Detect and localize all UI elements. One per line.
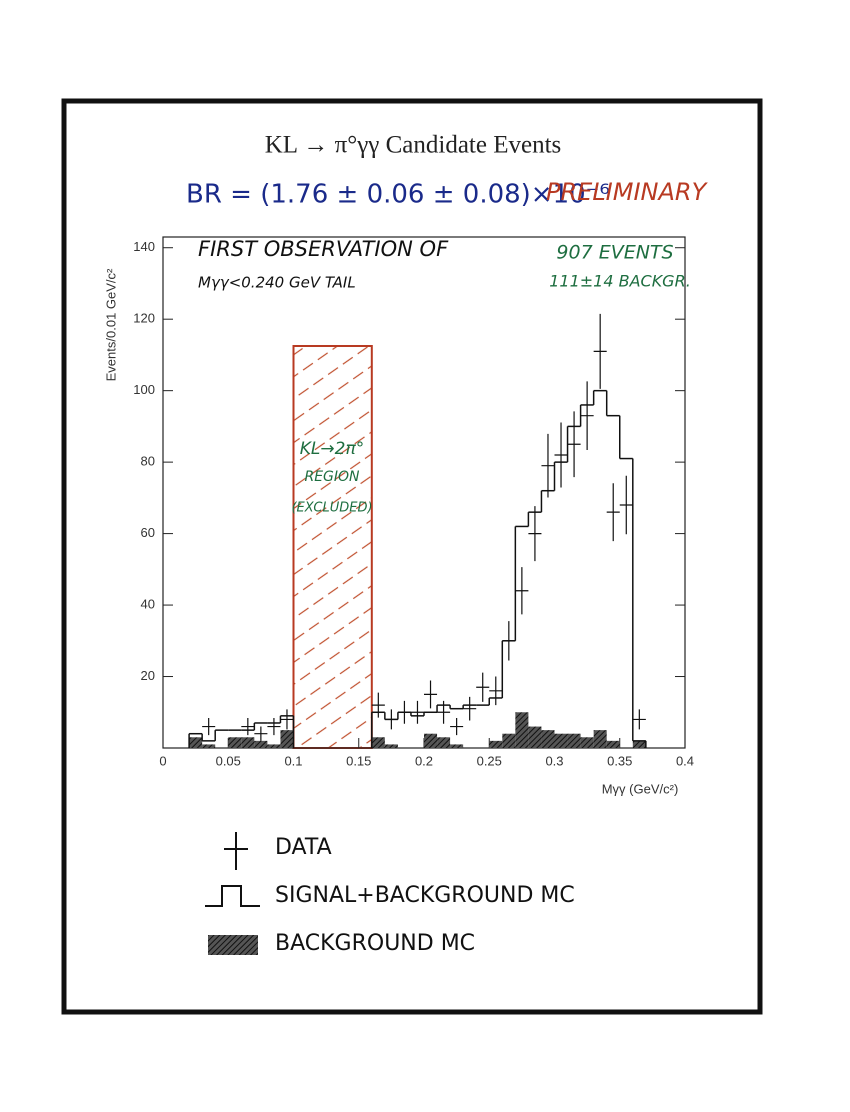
background-bar — [489, 740, 503, 748]
annotation: KL→2π° — [300, 439, 364, 459]
background-bar — [424, 733, 438, 748]
x-tick-label: 0.05 — [216, 753, 241, 768]
background-bar — [280, 730, 294, 748]
data-point — [424, 680, 438, 709]
background-bar — [189, 737, 203, 748]
annotation: 111±14 BACKGR. — [549, 272, 691, 291]
x-axis-label: Mγγ (GeV/c²) — [602, 781, 679, 796]
data-point — [541, 433, 555, 498]
chart-title: KL → π°γγ Candidate Events — [265, 132, 562, 159]
legend-symbol — [205, 885, 260, 907]
x-tick-label: 0.3 — [545, 753, 563, 768]
data-point — [254, 726, 268, 741]
background-bar — [528, 726, 542, 748]
excluded-region — [292, 345, 373, 749]
legend-symbol — [224, 832, 248, 870]
y-tick-label: 40 — [141, 597, 155, 612]
x-tick-label: 0.1 — [284, 753, 302, 768]
background-bar — [502, 733, 516, 748]
background-bar — [541, 730, 555, 748]
subtitle: BR = (1.76 ± 0.06 ± 0.08)×10⁻⁶ — [186, 180, 610, 210]
data-point — [606, 483, 620, 542]
y-tick-label: 120 — [133, 311, 155, 326]
data-point — [437, 700, 451, 724]
background-bar — [384, 744, 398, 748]
background-bar — [202, 744, 216, 748]
background-bar — [267, 744, 281, 748]
data-point — [567, 411, 581, 478]
x-tick-label: 0.2 — [415, 753, 433, 768]
annotation: 907 EVENTS — [556, 242, 673, 264]
data-point — [476, 672, 490, 702]
x-tick-label: 0.25 — [477, 753, 502, 768]
y-tick-label: 20 — [141, 668, 155, 683]
x-tick-label: 0.15 — [346, 753, 371, 768]
annotation: (EXCLUDED) — [291, 501, 372, 516]
background-bar — [371, 737, 385, 748]
data-point — [371, 692, 385, 718]
legend-label: BACKGROUND MC — [275, 931, 475, 956]
legend-symbol — [208, 935, 258, 955]
data-point — [280, 709, 294, 730]
y-tick-label: 80 — [141, 454, 155, 469]
background-bar — [606, 740, 620, 748]
background-bar — [567, 733, 581, 748]
background-bar — [593, 730, 607, 748]
x-tick-label: 0.35 — [607, 753, 632, 768]
data-point — [202, 717, 216, 736]
background-bar — [632, 740, 646, 748]
y-axis-label: Events/0.01 GeV/c² — [103, 268, 118, 381]
y-tick-label: 140 — [133, 239, 155, 254]
data-point — [593, 313, 607, 389]
x-tick-label: 0.4 — [676, 753, 694, 768]
legend-label: DATA — [275, 835, 332, 860]
page-frame — [61, 98, 763, 1015]
data-point — [619, 475, 633, 535]
data-point — [489, 676, 503, 706]
data-point — [632, 709, 646, 730]
data-point — [450, 717, 464, 736]
annotation: FIRST OBSERVATION OF — [198, 237, 449, 261]
data-point — [515, 567, 529, 615]
plot-frame — [162, 236, 686, 749]
data-point — [554, 422, 568, 488]
data-point — [267, 717, 281, 736]
background-bar — [580, 737, 594, 748]
data-point — [463, 696, 477, 721]
background-bar — [515, 712, 529, 748]
legend-label: SIGNAL+BACKGROUND MC — [275, 883, 575, 908]
data-point — [528, 506, 542, 562]
background-bar — [254, 740, 268, 748]
x-tick-label: 0 — [159, 753, 166, 768]
background-bar — [241, 737, 255, 748]
y-tick-label: 60 — [141, 525, 155, 540]
background-bar — [554, 733, 568, 748]
annotation: Mγγ<0.240 GeV TAIL — [198, 274, 356, 292]
background-bar — [437, 737, 451, 748]
background-bar — [228, 737, 242, 748]
data-point — [502, 621, 516, 661]
background-bar — [450, 744, 464, 748]
data-point — [397, 700, 411, 724]
data-point — [580, 381, 594, 450]
data-point — [241, 717, 255, 736]
annotation: REGION — [304, 469, 360, 485]
data-point — [384, 709, 398, 730]
y-tick-label: 100 — [133, 382, 155, 397]
data-point — [410, 700, 424, 724]
subtitle-note: PRELIMINARY — [546, 178, 709, 206]
